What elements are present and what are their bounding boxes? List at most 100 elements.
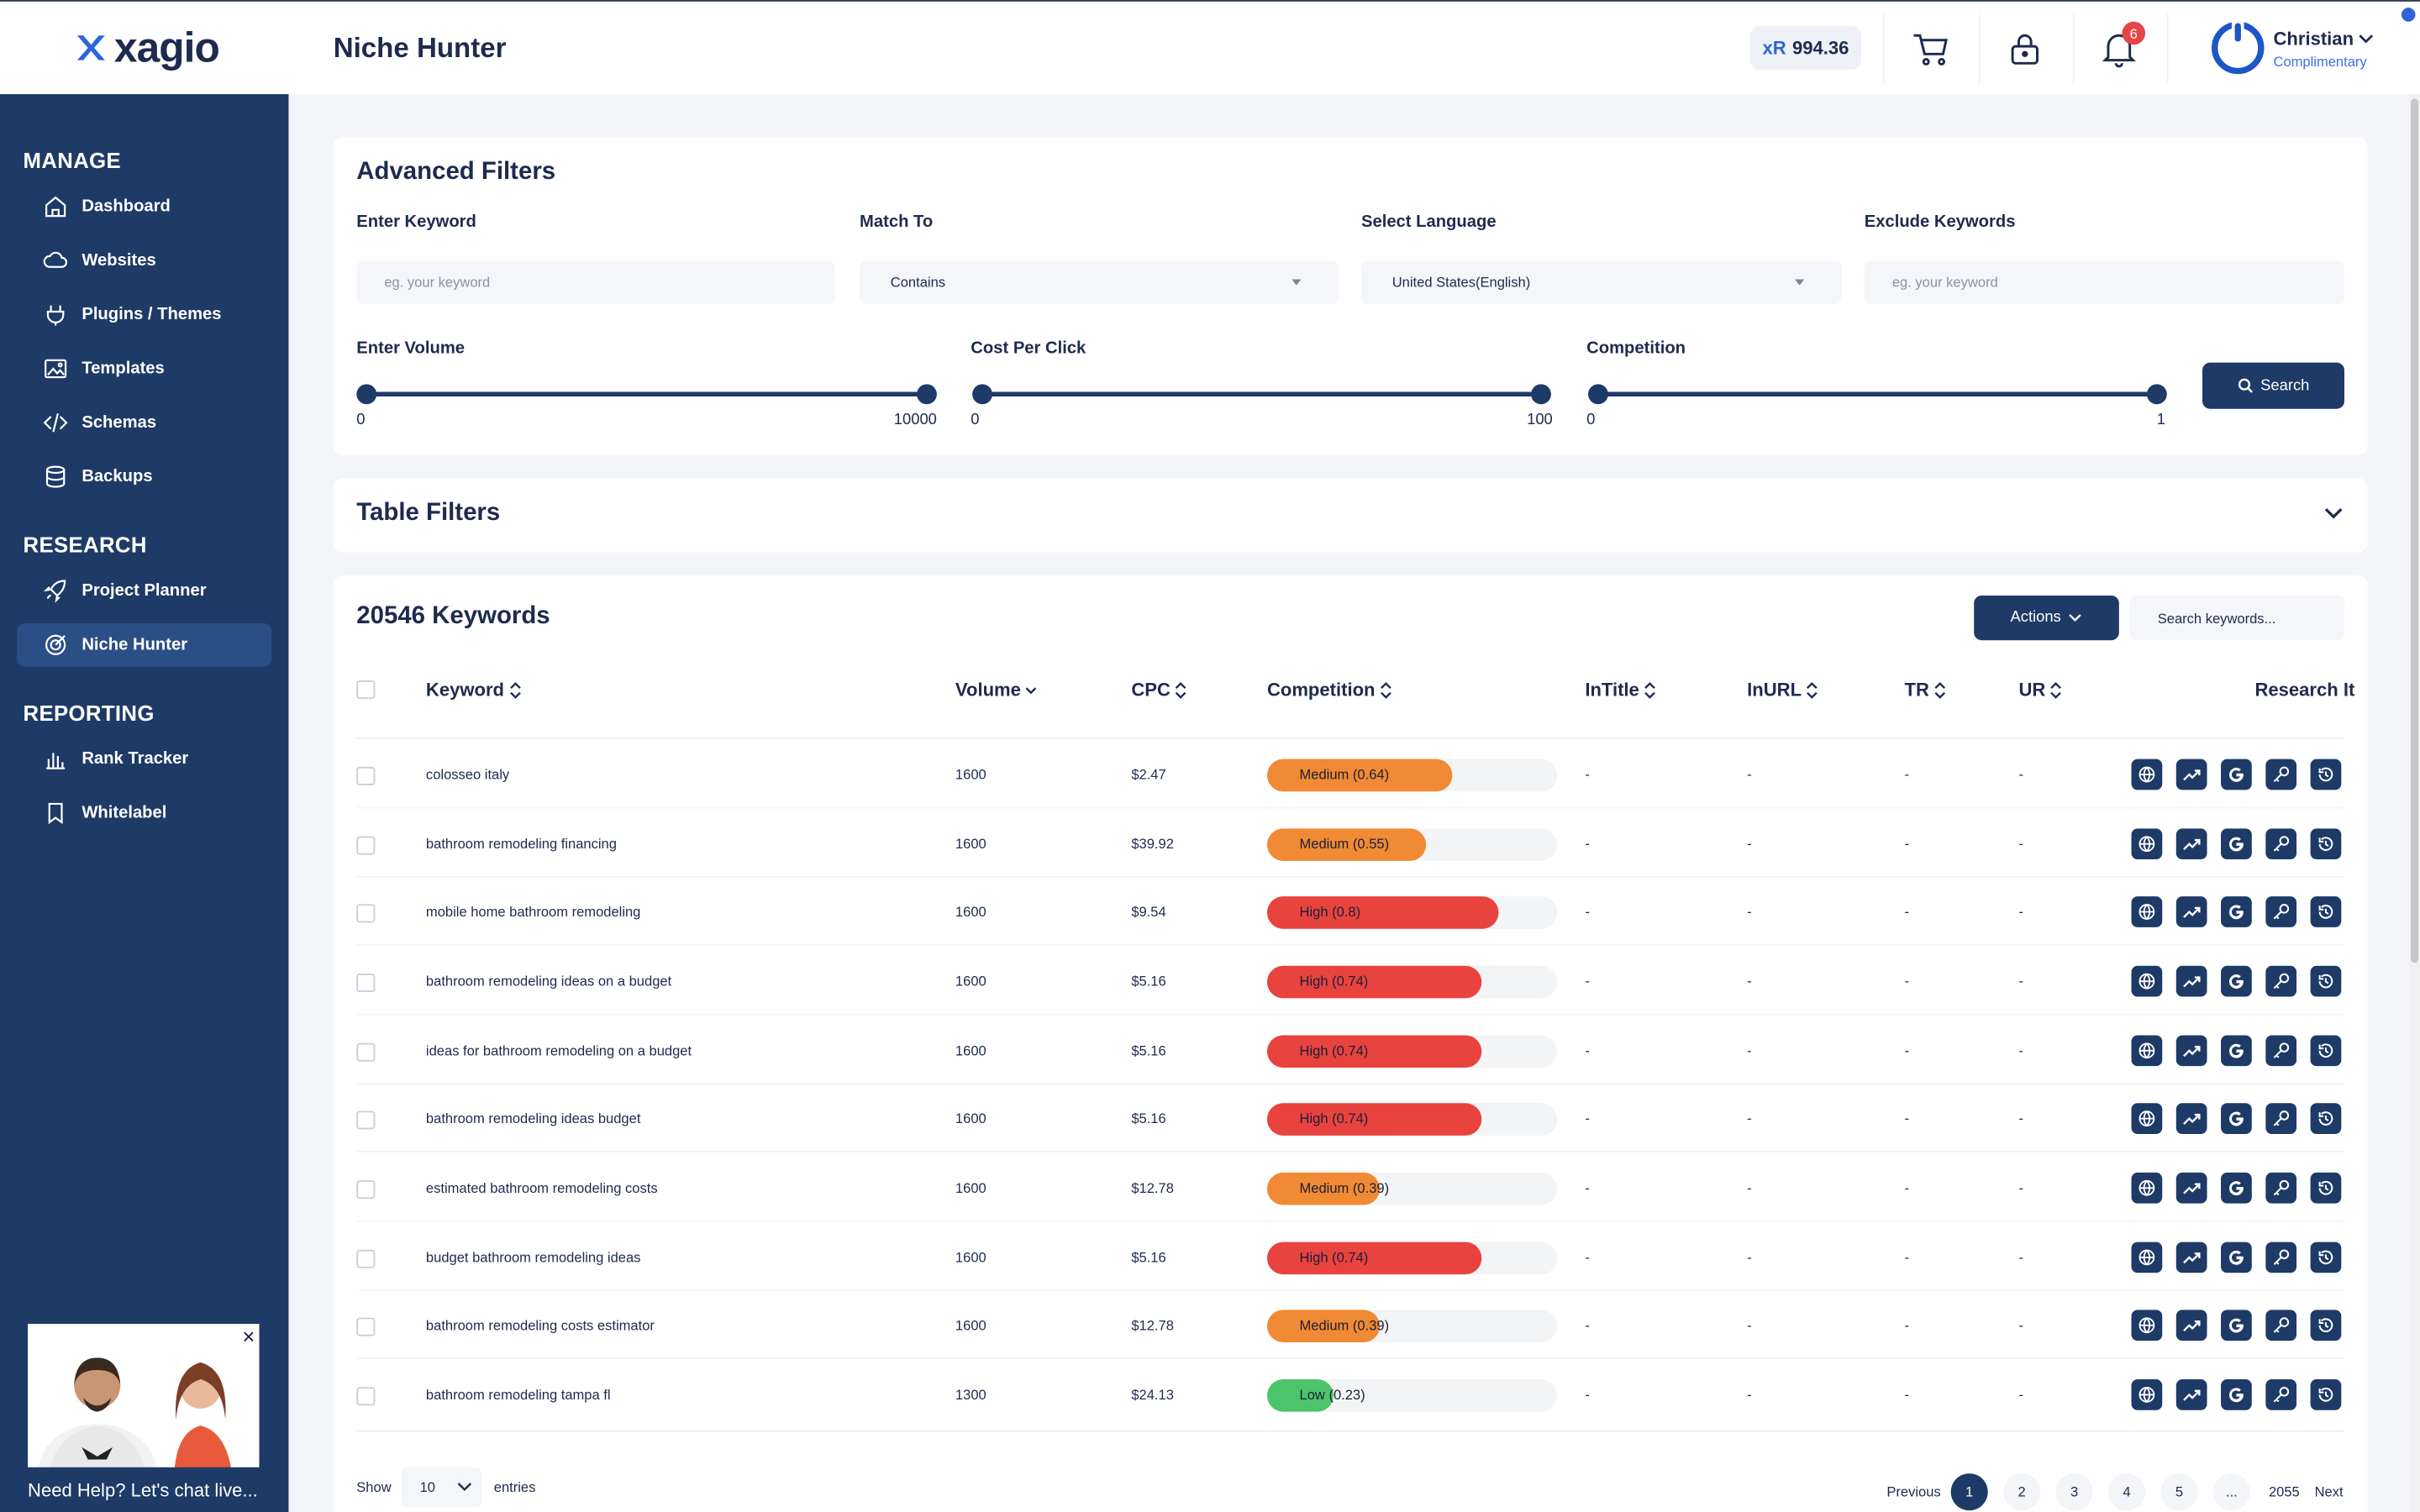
research-google-button[interactable] xyxy=(2221,896,2252,928)
row-checkbox[interactable] xyxy=(356,1179,376,1199)
search-button[interactable]: Search xyxy=(2202,362,2344,409)
research-key-button[interactable] xyxy=(2265,1103,2297,1135)
column-header-volume[interactable]: Volume xyxy=(955,679,1038,701)
research-history-button[interactable] xyxy=(2310,896,2342,928)
slider-max-handle[interactable] xyxy=(917,384,937,405)
sidebar-item-niche-hunter[interactable]: Niche Hunter xyxy=(17,623,272,667)
research-trend-button[interactable] xyxy=(2175,827,2207,859)
row-checkbox[interactable] xyxy=(356,1110,376,1130)
research-globe-button[interactable] xyxy=(2131,827,2163,859)
research-key-button[interactable] xyxy=(2265,1034,2297,1066)
pagination-next[interactable]: Next xyxy=(2314,1483,2344,1500)
slider-min-handle[interactable] xyxy=(1587,384,1608,405)
research-trend-button[interactable] xyxy=(2175,965,2207,997)
research-globe-button[interactable] xyxy=(2131,896,2163,928)
research-trend-button[interactable] xyxy=(2175,1172,2207,1204)
user-menu[interactable]: Christian xyxy=(2274,28,2374,50)
sidebar-item-whitelabel[interactable]: Whitelabel xyxy=(17,791,271,834)
slider-min-handle[interactable] xyxy=(972,384,993,405)
research-key-button[interactable] xyxy=(2265,1378,2297,1410)
competition-slider[interactable]: 0 1 xyxy=(1586,384,2168,430)
lock-icon[interactable] xyxy=(2002,26,2048,72)
research-globe-button[interactable] xyxy=(2131,1241,2163,1273)
research-key-button[interactable] xyxy=(2265,896,2297,928)
cpc-slider[interactable]: 0 100 xyxy=(971,384,1553,430)
column-header-competition[interactable]: Competition xyxy=(1267,679,1392,701)
sidebar-item-plugins-themes[interactable]: Plugins / Themes xyxy=(17,293,271,336)
research-google-button[interactable] xyxy=(2221,1172,2252,1204)
pagination-page[interactable]: 3 xyxy=(2055,1473,2093,1511)
avatar[interactable] xyxy=(2212,21,2265,75)
language-select[interactable]: United States(English) xyxy=(1360,260,1842,304)
column-header-ur[interactable]: UR xyxy=(2018,679,2062,701)
research-google-button[interactable] xyxy=(2221,1378,2252,1410)
research-globe-button[interactable] xyxy=(2131,1310,2163,1341)
column-header-inurl[interactable]: InURL xyxy=(1747,679,1818,701)
scrollbar-thumb[interactable] xyxy=(2410,98,2419,963)
row-checkbox[interactable] xyxy=(356,766,376,785)
pagination-previous[interactable]: Previous xyxy=(1886,1483,1941,1500)
research-history-button[interactable] xyxy=(2310,827,2342,859)
column-header-keyword[interactable]: Keyword xyxy=(426,679,521,701)
table-filters-card[interactable] xyxy=(333,478,2368,553)
research-key-button[interactable] xyxy=(2265,827,2297,859)
research-globe-button[interactable] xyxy=(2131,1103,2163,1135)
research-globe-button[interactable] xyxy=(2131,1034,2163,1066)
research-history-button[interactable] xyxy=(2310,1103,2342,1135)
keyword-input[interactable]: eg. your keyword xyxy=(356,260,835,304)
research-google-button[interactable] xyxy=(2221,759,2252,790)
sidebar-item-rank-tracker[interactable]: Rank Tracker xyxy=(17,738,271,780)
research-key-button[interactable] xyxy=(2265,759,2297,790)
research-trend-button[interactable] xyxy=(2175,1103,2207,1135)
volume-slider[interactable]: 0 10000 xyxy=(356,384,937,430)
research-trend-button[interactable] xyxy=(2175,1034,2207,1066)
table-filters-title[interactable]: Table Filters xyxy=(356,500,501,527)
logo[interactable]: xagio xyxy=(74,24,220,73)
pagination-page[interactable]: 1 xyxy=(1950,1473,1988,1511)
row-checkbox[interactable] xyxy=(356,1248,376,1268)
research-history-button[interactable] xyxy=(2310,965,2342,997)
slider-min-handle[interactable] xyxy=(356,384,377,405)
match-select[interactable]: Contains xyxy=(860,260,1339,304)
research-trend-button[interactable] xyxy=(2175,1310,2207,1341)
sidebar-item-schemas[interactable]: Schemas xyxy=(17,402,271,444)
research-history-button[interactable] xyxy=(2310,1241,2342,1273)
research-history-button[interactable] xyxy=(2310,1310,2342,1341)
slider-max-handle[interactable] xyxy=(2146,384,2167,405)
column-header-tr[interactable]: TR xyxy=(1905,679,1947,701)
research-history-button[interactable] xyxy=(2310,1034,2342,1066)
research-google-button[interactable] xyxy=(2221,1310,2252,1341)
research-trend-button[interactable] xyxy=(2175,1378,2207,1410)
research-trend-button[interactable] xyxy=(2175,759,2207,790)
row-checkbox[interactable] xyxy=(356,973,376,992)
credits-balance[interactable]: xR 994.36 xyxy=(1749,26,1862,70)
slider-max-handle[interactable] xyxy=(1531,384,1551,405)
sidebar-item-dashboard[interactable]: Dashboard xyxy=(17,185,271,228)
pagination-page[interactable]: 4 xyxy=(2107,1473,2146,1511)
research-history-button[interactable] xyxy=(2310,1172,2342,1204)
chat-label[interactable]: Need Help? Let's chat live... xyxy=(12,1467,274,1512)
row-checkbox[interactable] xyxy=(356,1386,376,1405)
actions-dropdown[interactable]: Actions xyxy=(1974,595,2119,641)
row-checkbox[interactable] xyxy=(356,1042,376,1061)
chat-close-button[interactable]: × xyxy=(242,1323,255,1349)
pagination-page[interactable]: 2 xyxy=(2003,1473,2041,1511)
chat-widget[interactable]: × Need Help? Let's chat live... xyxy=(12,1323,274,1512)
research-google-button[interactable] xyxy=(2221,1241,2252,1273)
pagination-page[interactable]: 5 xyxy=(2160,1473,2198,1511)
keyword-search-input[interactable]: Search keywords... xyxy=(2129,595,2344,641)
sidebar-item-websites[interactable]: Websites xyxy=(17,239,271,282)
research-globe-button[interactable] xyxy=(2131,1172,2163,1204)
research-history-button[interactable] xyxy=(2310,759,2342,790)
research-globe-button[interactable] xyxy=(2131,965,2163,997)
entries-select[interactable]: 10 xyxy=(401,1467,482,1508)
research-key-button[interactable] xyxy=(2265,1172,2297,1204)
select-all-checkbox[interactable] xyxy=(356,680,376,700)
research-trend-button[interactable] xyxy=(2175,896,2207,928)
research-globe-button[interactable] xyxy=(2131,1378,2163,1410)
sidebar-item-templates[interactable]: Templates xyxy=(17,347,271,390)
pagination-page[interactable]: 2055 xyxy=(2268,1483,2300,1500)
sidebar-item-backups[interactable]: Backups xyxy=(17,455,271,498)
research-trend-button[interactable] xyxy=(2175,1241,2207,1273)
research-google-button[interactable] xyxy=(2221,1034,2252,1066)
